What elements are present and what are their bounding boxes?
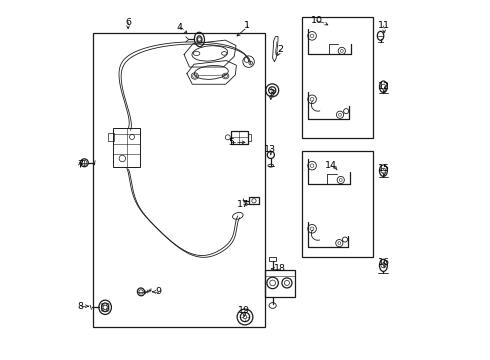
Bar (93, 33, 265, 327)
Text: 1: 1 (244, 21, 250, 30)
Text: 10: 10 (311, 16, 323, 25)
Text: 14: 14 (325, 161, 337, 170)
Bar (248, 134, 251, 140)
Text: 7: 7 (77, 161, 83, 170)
Text: 13: 13 (264, 145, 276, 154)
Text: 19: 19 (238, 306, 250, 315)
Bar (302, 151, 373, 257)
Bar (108, 134, 114, 141)
Text: 8: 8 (78, 302, 84, 311)
Text: 4: 4 (177, 23, 183, 32)
Bar (302, 17, 373, 138)
Text: 12: 12 (378, 82, 390, 91)
Bar (269, 257, 276, 261)
Text: 6: 6 (125, 18, 131, 27)
Bar (231, 131, 248, 144)
Text: 5: 5 (228, 138, 234, 147)
Bar (113, 128, 140, 167)
Text: 2: 2 (277, 45, 283, 54)
Text: 3: 3 (268, 89, 274, 98)
Text: 17: 17 (237, 200, 249, 209)
Text: 11: 11 (377, 21, 390, 30)
Text: 9: 9 (155, 287, 161, 296)
Text: 16: 16 (377, 258, 390, 267)
Bar (265, 270, 295, 297)
Text: 18: 18 (273, 265, 286, 274)
Bar (248, 197, 259, 204)
Text: 15: 15 (377, 164, 390, 173)
